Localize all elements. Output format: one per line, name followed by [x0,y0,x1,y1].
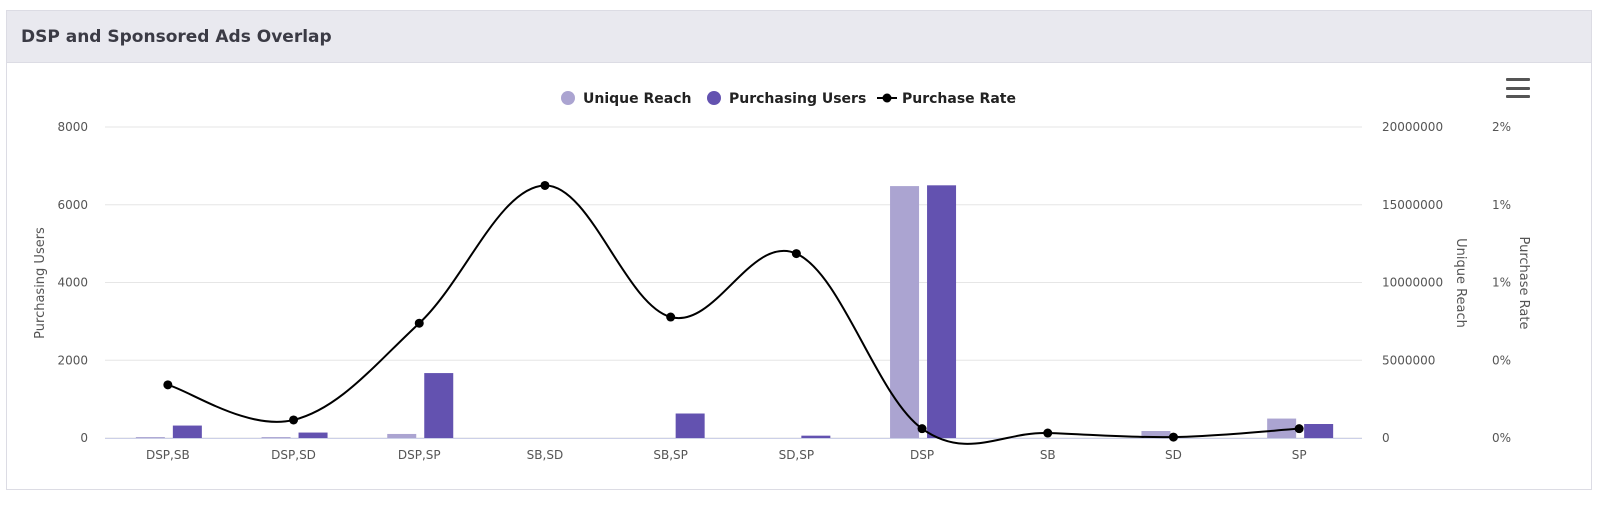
reach-tick-label: 5000000 [1382,353,1435,367]
left-tick-label: 2000 [57,353,88,367]
left-tick-label: 0 [80,431,88,445]
bar-series [135,185,1334,439]
purchase-rate-point [666,312,676,322]
purchasing-users-legend-marker [707,91,721,105]
legend-label: Purchase Rate [902,91,1016,107]
x-tick-label: SD,SP [779,448,815,462]
rate-line-series [163,180,1304,445]
x-tick-label: DSP,SB [146,448,190,462]
reach-axis-title: Unique Reach [1453,238,1468,328]
purchase-rate-point [917,424,927,434]
purchase-rate-legend-marker [882,93,892,103]
purchase-rate-point [540,180,550,190]
purchase-rate-point [1294,424,1304,434]
purchase-rate-point [1043,428,1053,438]
unique-reach-legend-marker [561,91,575,105]
unique-reach-bar [135,437,165,439]
rate-tick-label: 0% [1492,353,1511,367]
unique-reach-bar [890,186,920,438]
purchasing-users-bar [675,413,705,438]
rate-tick-label: 1% [1492,198,1511,212]
rate-tick-label: 2% [1492,120,1511,134]
rate-axis-title: Purchase Rate [1516,237,1531,330]
left-axis-title: Purchasing Users [33,227,48,339]
purchase-rate-point [289,415,299,425]
x-tick-label: SB,SP [653,448,688,462]
legend-label: Purchasing Users [729,91,866,107]
x-tick-label: SP [1292,448,1307,462]
x-tick-label: SD [1165,448,1182,462]
reach-tick-label: 0 [1382,431,1390,445]
rate-tick-label: 0% [1492,431,1511,445]
card-title: DSP and Sponsored Ads Overlap [21,26,332,47]
purchasing-users-bar [801,435,831,438]
purchasing-users-bar [298,432,328,438]
x-tick-label: DSP,SD [271,448,316,462]
purchasing-users-bar [1304,424,1334,438]
chart-legend[interactable]: Unique Reach Purchasing Users Purchase Rat… [561,91,1016,107]
x-tick-label: DSP,SP [398,448,441,462]
x-axis-ticks: DSP,SB DSP,SD DSP,SP SB,SD SB,SP SD,SP DSP SB SD… [146,448,1307,462]
legend-label: Unique Reach [583,91,691,107]
reach-tick-label: 10000000 [1382,276,1443,290]
rate-tick-label: 1% [1492,276,1511,290]
purchasing-users-bar [172,425,202,438]
purchase-rate-point [1168,432,1178,442]
left-tick-label: 6000 [57,198,88,212]
left-axis-ticks: 0 2000 4000 6000 8000 [57,120,88,445]
right-axis-reach-ticks: 0 5000000 10000000 15000000 20000000 [1382,120,1443,445]
chart-card: DSP and Sponsored Ads Overlap [6,10,1592,490]
purchase-rate-point [414,318,424,328]
reach-tick-label: 20000000 [1382,120,1443,134]
x-tick-label: SB [1040,448,1056,462]
unique-reach-bar [1141,431,1171,438]
left-tick-label: 8000 [57,120,88,134]
right-axis-rate-ticks: 0% 0% 1% 1% 2% [1492,120,1511,445]
hamburger-menu-icon[interactable] [1506,78,1530,98]
purchase-rate-line [167,184,1300,445]
purchasing-users-bar [927,185,957,438]
reach-tick-label: 15000000 [1382,198,1443,212]
unique-reach-bar [261,437,291,439]
left-tick-label: 4000 [57,276,88,290]
card-header: DSP and Sponsored Ads Overlap [7,11,1591,63]
purchase-rate-point [163,380,173,390]
x-tick-label: DSP [910,448,934,462]
purchase-rate-point [791,249,801,259]
purchasing-users-bar [424,373,454,438]
x-tick-label: SB,SD [527,448,564,462]
axis-titles: Purchasing Users Unique Reach Purchase Rat… [33,227,1531,339]
unique-reach-bar [387,433,417,438]
unique-reach-bar [1267,418,1297,438]
